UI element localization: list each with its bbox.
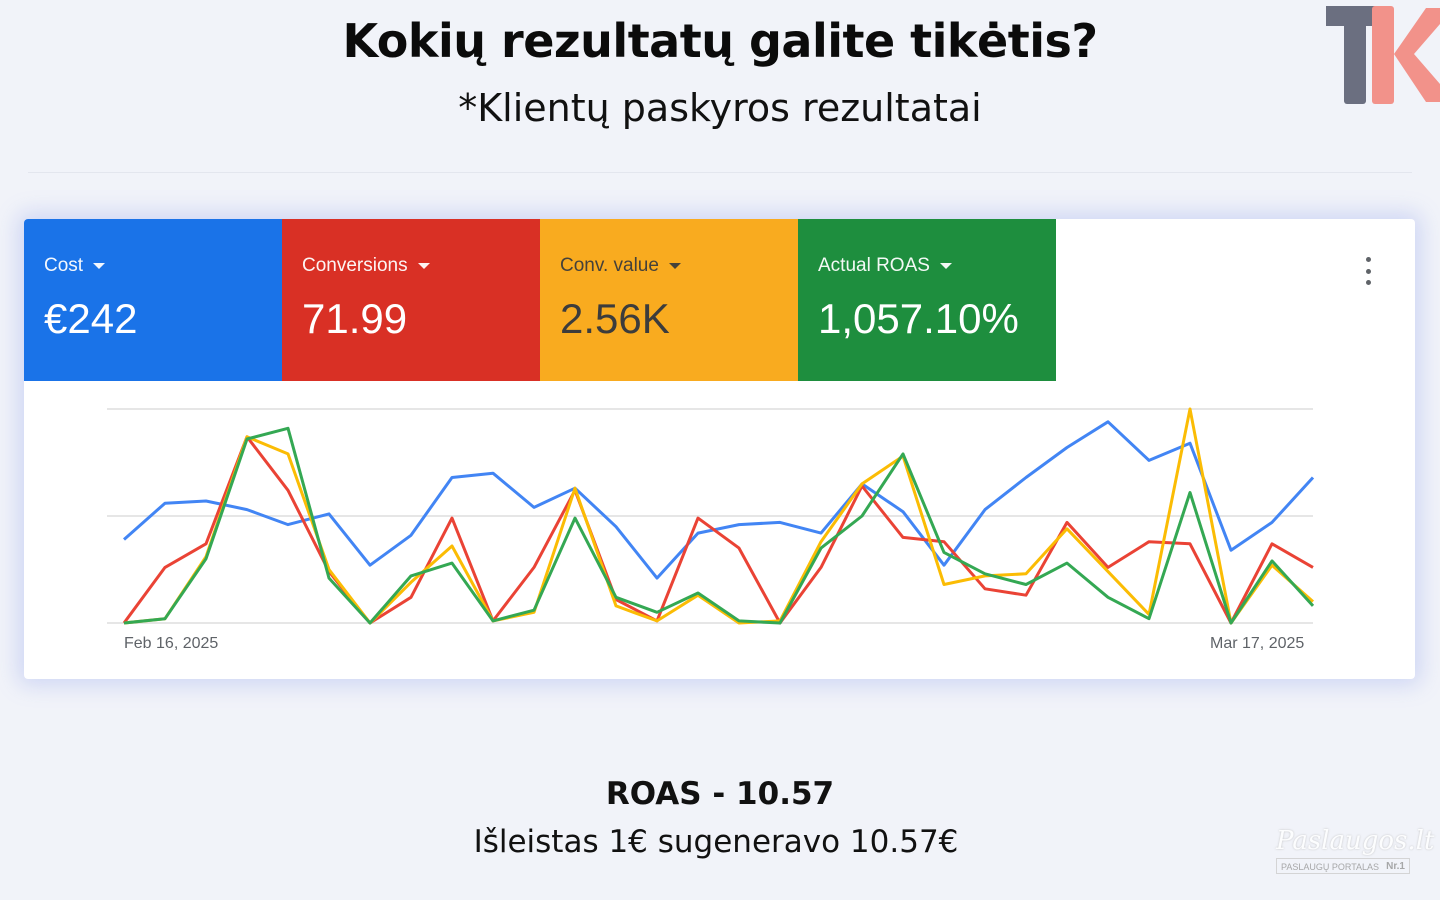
metric-label: Conv. value (560, 255, 659, 276)
metric-value: 71.99 (302, 295, 408, 342)
roas-summary: ROAS - 10.57 (605, 776, 835, 812)
metric-cost[interactable]: Cost €242 (24, 219, 282, 381)
watermark-badge: Nr.1 (1386, 861, 1405, 872)
metric-value: €242 (44, 295, 138, 342)
series-line-3 (123, 426, 1315, 625)
x-axis-start-label: Feb 16, 2025 (124, 635, 219, 652)
metric-conversions[interactable]: Conversions 71.99 (282, 219, 540, 381)
metric-value: 1,057.10% (818, 295, 1019, 342)
metric-label: Actual ROAS (818, 255, 930, 276)
spend-summary: Išleistas 1€ sugeneravo 10.57€ (473, 824, 959, 860)
metric-label: Conversions (302, 255, 408, 276)
watermark-tagline: PASLAUGŲ PORTALAS Nr.1 (1276, 858, 1410, 874)
tk-logo (1326, 6, 1440, 104)
metric-conv-value[interactable]: Conv. value 2.56K (540, 219, 798, 381)
x-axis-end-label: Mar 17, 2025 (1210, 635, 1305, 652)
dropdown-caret-icon[interactable] (939, 263, 952, 269)
more-options-icon[interactable] (1356, 257, 1380, 285)
line-chart (107, 407, 1315, 625)
watermark-name: Paslaugos.lt (1276, 826, 1435, 856)
header-divider (28, 172, 1412, 173)
metric-label: Cost (44, 255, 84, 276)
metric-value: 2.56K (560, 295, 670, 342)
dropdown-caret-icon[interactable] (93, 263, 106, 269)
dropdown-caret-icon[interactable] (417, 263, 430, 269)
metric-actual-roas[interactable]: Actual ROAS 1,057.10% (798, 219, 1056, 381)
page-title: Kokių rezultatų galite tikėtis? (342, 14, 1098, 68)
paslaugos-watermark: Paslaugos.lt PASLAUGŲ PORTALAS Nr.1 (1274, 826, 1434, 880)
page-subtitle: *Klientų paskyros rezultatai (458, 86, 982, 130)
ads-overview-card: Cost €242 Conversions 71.99 Conv. value … (24, 219, 1415, 679)
dropdown-caret-icon[interactable] (668, 263, 681, 269)
series-line-0 (123, 420, 1315, 580)
